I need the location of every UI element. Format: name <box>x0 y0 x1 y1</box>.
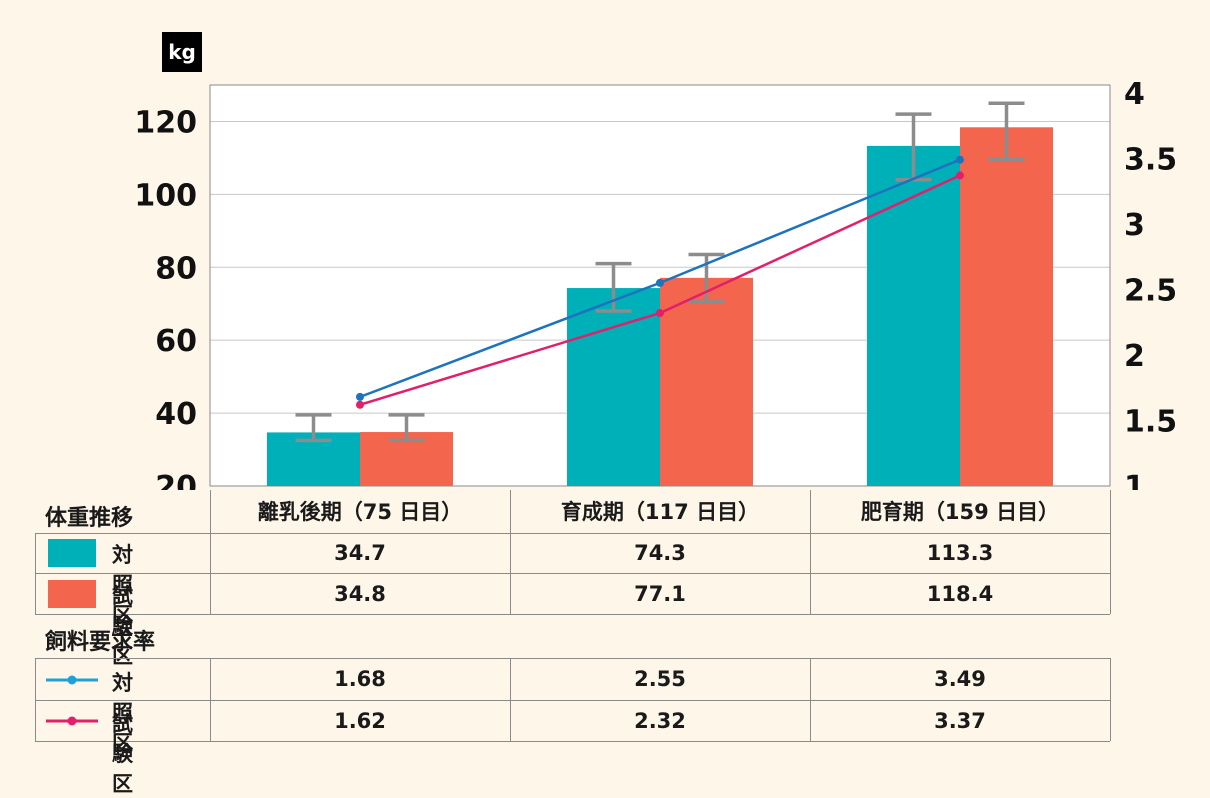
series-point <box>656 278 664 287</box>
y-right-tick-label: 4 <box>1124 77 1145 112</box>
fcr-row-label: 対 照 区 <box>112 671 139 755</box>
category-label: 離乳後期（75 日目） <box>257 500 463 524</box>
control-swatch <box>48 539 96 567</box>
control-line-legend-icon <box>46 675 98 685</box>
y-right-tick-label: 3 <box>1124 208 1145 243</box>
bar <box>867 145 960 486</box>
table-cell: 113.3 <box>926 541 994 565</box>
table-cell: 118.4 <box>926 581 994 606</box>
weight-section-title: 体重推移 <box>45 506 134 531</box>
category-label: 育成期（117 日目） <box>560 500 760 524</box>
y-right-tick-label: 1.5 <box>1124 404 1177 439</box>
weight-row-label: 試 験 区 <box>112 584 139 668</box>
bar <box>660 277 753 486</box>
unit-label: kg <box>162 32 202 72</box>
table-cell: 34.7 <box>334 541 386 565</box>
series-point <box>356 392 364 401</box>
fcr-section-title: 飼料要求率 <box>45 630 156 655</box>
y-right-tick-label: 2.5 <box>1124 273 1177 308</box>
series-point <box>956 155 964 164</box>
table-cell: 2.55 <box>634 667 686 691</box>
y-left-tick-label: 40 <box>155 397 197 432</box>
series-point <box>956 171 964 180</box>
table-cell: 1.62 <box>334 708 386 733</box>
bar <box>960 127 1053 487</box>
y-right-tick-label: 3.5 <box>1124 142 1177 177</box>
y-left-tick-label: 80 <box>155 251 197 286</box>
weight-row-label: 対 照 区 <box>112 543 139 627</box>
y-left-tick-label: 60 <box>155 324 197 359</box>
bar <box>567 288 660 486</box>
table-cell: 77.1 <box>634 581 686 606</box>
series-point <box>656 309 664 318</box>
table-cell: 34.8 <box>334 581 386 606</box>
category-label: 肥育期（159 日目） <box>860 500 1060 524</box>
y-left-tick-label: 100 <box>134 178 197 213</box>
series-point <box>356 400 364 409</box>
chart-area: 20 40 60 80 100 120 1 1.5 2 2.5 3 3.5 4 <box>134 77 1177 490</box>
y-left-tick-label: 20 <box>155 470 197 490</box>
table-cell: 3.37 <box>934 708 986 733</box>
test-swatch <box>48 580 96 608</box>
y-right-tick-label: 2 <box>1124 339 1145 374</box>
fcr-row-label: 試 験 区 <box>112 712 139 796</box>
table-cell: 74.3 <box>634 541 686 565</box>
table-cell: 2.32 <box>634 708 686 733</box>
table-cell: 3.49 <box>934 667 986 691</box>
table-cell: 1.68 <box>334 667 386 691</box>
test-line-legend-icon <box>46 716 98 726</box>
y-left-tick-label: 120 <box>134 105 197 140</box>
y-right-tick-label: 1 <box>1124 470 1145 490</box>
